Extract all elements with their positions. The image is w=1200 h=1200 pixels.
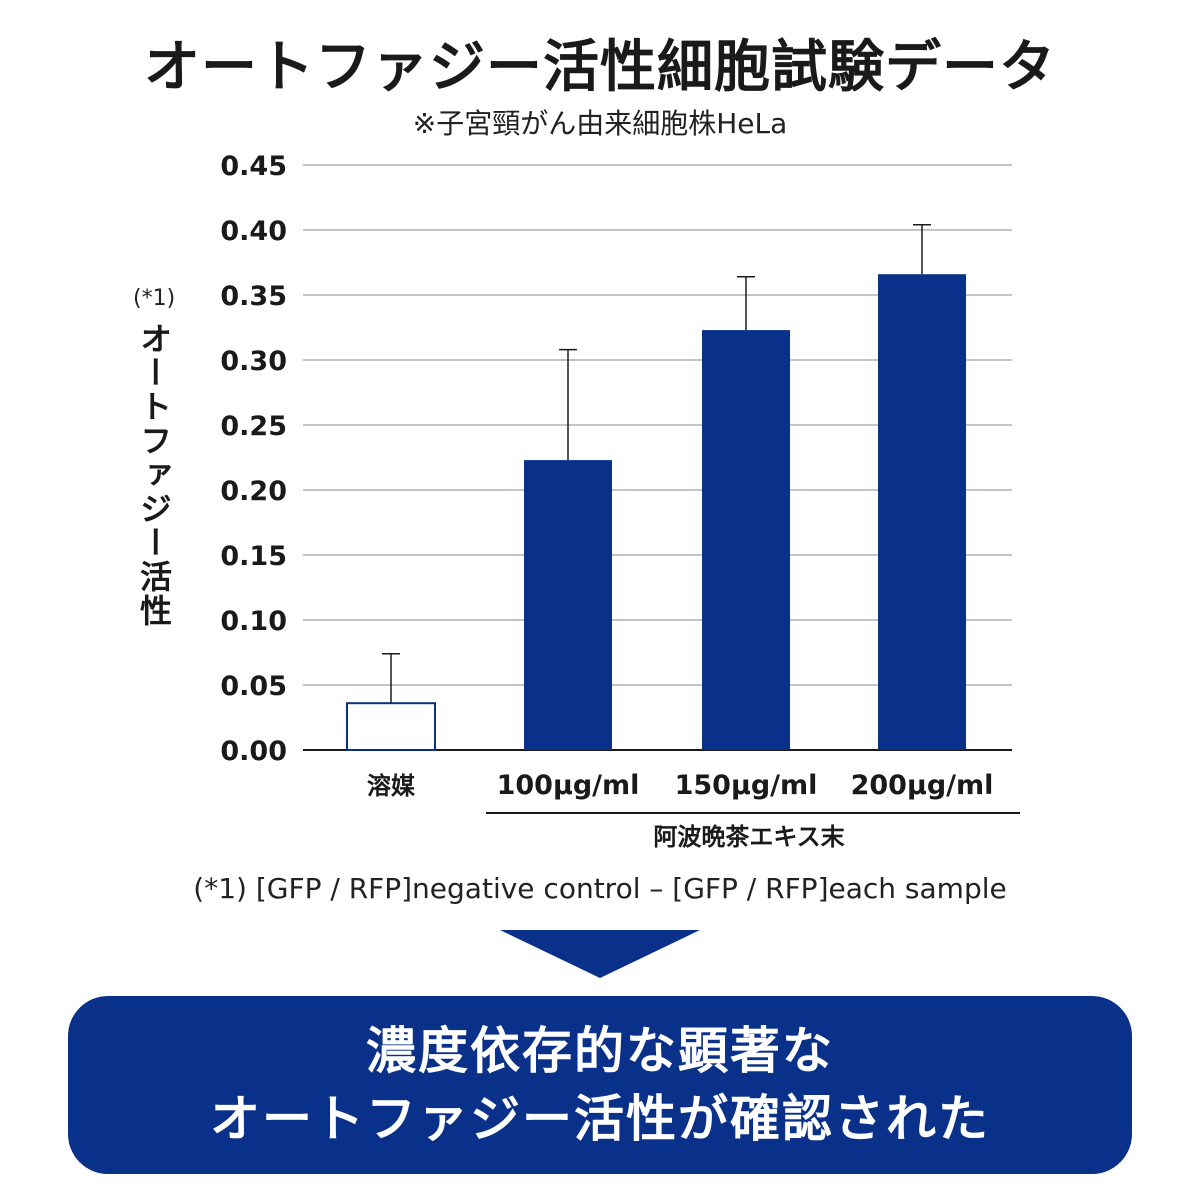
y-tick-label: 0.40 — [220, 216, 287, 247]
bar-chart: 0.00 0.05 0.10 0.15 0.20 0.25 0.30 0.35 0.40 0.45… — [220, 151, 1020, 851]
conclusion-banner: 濃度依存的な顕著な オートファジー活性が確認された — [68, 996, 1132, 1174]
y-axis-note: (*1) — [133, 286, 176, 311]
y-tick-label: 0.05 — [220, 671, 287, 702]
y-tick-label: 0.25 — [220, 411, 287, 442]
x-tick-label: 200μg/ml — [851, 770, 994, 801]
y-tick-label: 0.15 — [220, 541, 287, 572]
page-subtitle: ※子宮頸がん由来細胞株HeLa — [412, 107, 788, 140]
x-tick-label: 100μg/ml — [497, 770, 640, 801]
bar-2 — [702, 330, 790, 750]
y-tick-label: 0.30 — [220, 346, 287, 377]
x-tick-label: 溶媒 — [367, 772, 416, 800]
y-tick-label: 0.35 — [220, 281, 287, 312]
y-tick-label: 0.10 — [220, 606, 287, 637]
conclusion-line-2: オートファジー活性が確認された — [210, 1090, 990, 1148]
y-axis-label: オートファジー活性 — [135, 322, 173, 628]
y-tick-label: 0.20 — [220, 476, 287, 507]
x-tick-label: 150μg/ml — [675, 770, 818, 801]
group-label: 阿波晩茶エキス末 — [653, 823, 845, 851]
bar-1 — [524, 460, 612, 750]
conclusion-line-1: 濃度依存的な顕著な — [366, 1022, 834, 1080]
bar-0 — [346, 702, 436, 752]
page-title: オートファジー活性細胞試験データ — [144, 35, 1056, 100]
down-arrow-icon — [500, 930, 700, 978]
bar-3 — [878, 274, 966, 750]
footnote: (*1) [GFP / RFP]negative control – [GFP … — [193, 872, 1007, 905]
y-tick-label: 0.45 — [220, 151, 287, 182]
y-tick-label: 0.00 — [220, 736, 287, 767]
